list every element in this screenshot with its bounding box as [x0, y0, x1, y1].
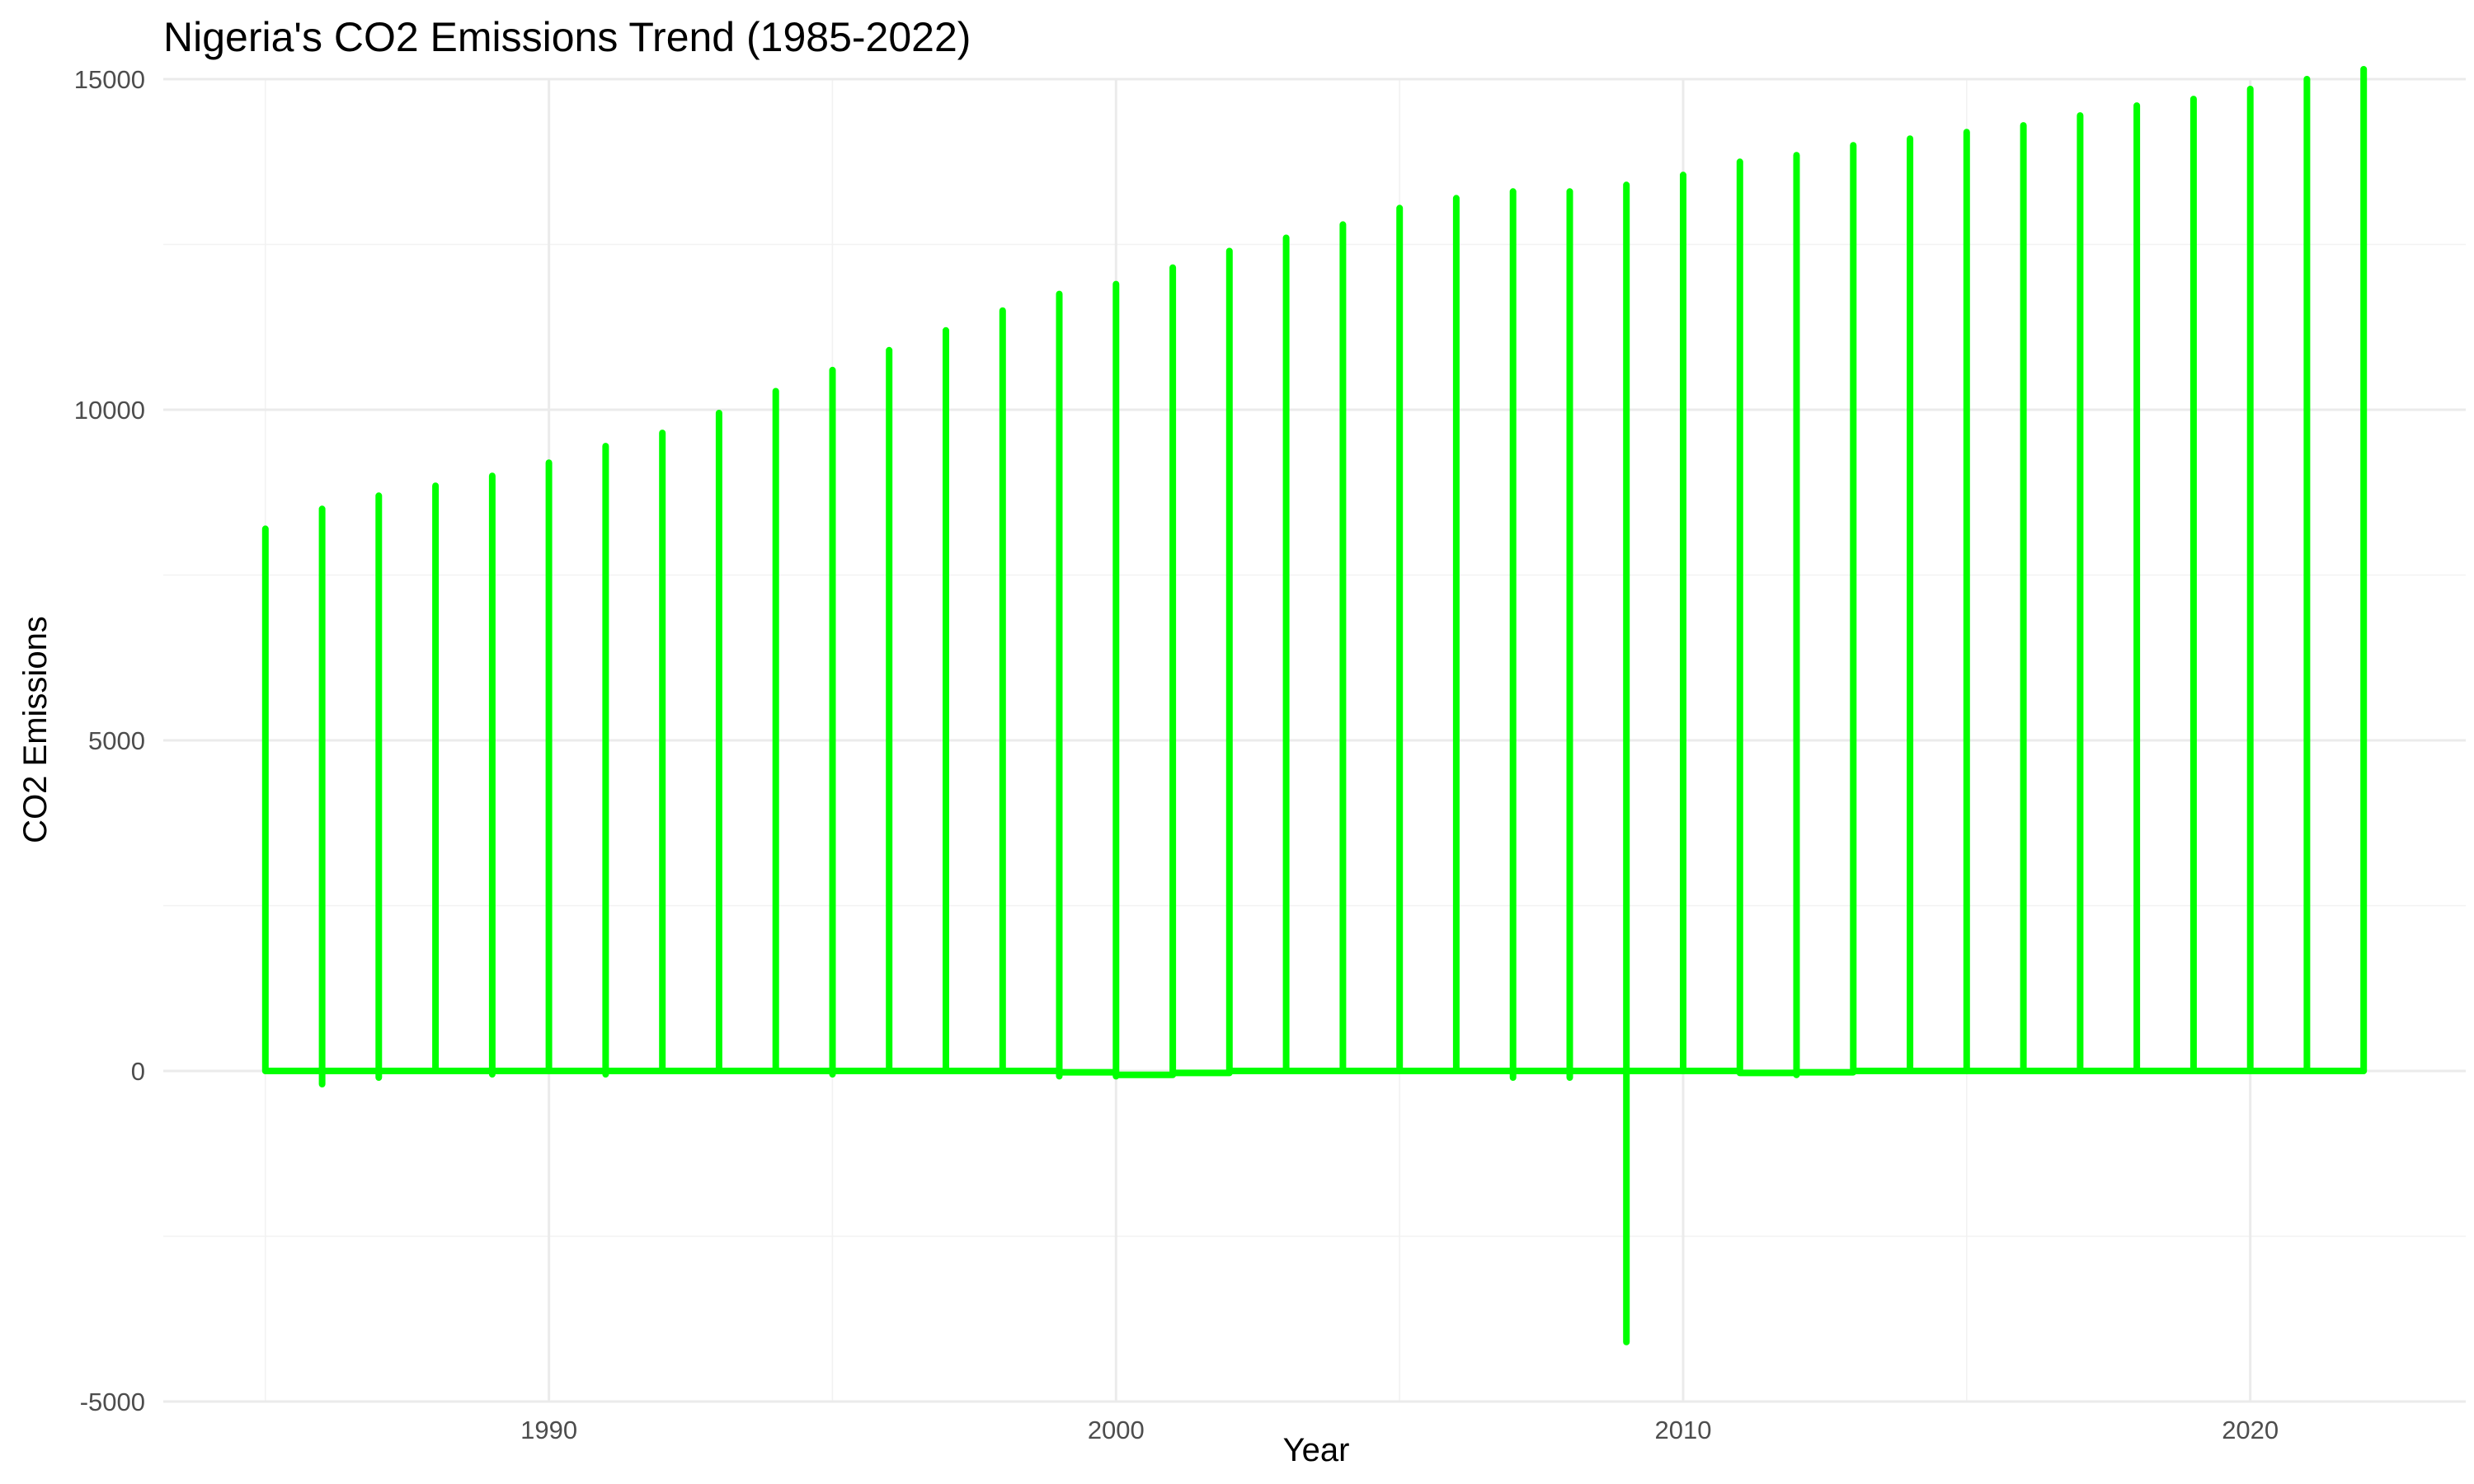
- y-axis-title: CO2 Emissions: [17, 616, 54, 843]
- y-axis-ticks: -5000 0 5000 10000 15000: [74, 65, 145, 1416]
- x-axis-ticks: 1990 2000 2010 2020: [520, 1416, 2279, 1444]
- y-tick-label: 5000: [88, 726, 145, 755]
- y-tick-label: 10000: [74, 396, 145, 425]
- x-tick-label: 2020: [2222, 1416, 2279, 1444]
- x-axis-title: Year: [1283, 1432, 1350, 1468]
- x-tick-label: 1990: [520, 1416, 577, 1444]
- y-tick-label: 0: [131, 1057, 145, 1086]
- emissions-series-line: [261, 66, 2368, 1345]
- major-gridlines: [163, 77, 2466, 1403]
- x-tick-label: 2000: [1088, 1416, 1145, 1444]
- y-tick-label: -5000: [80, 1388, 145, 1416]
- y-tick-label: 15000: [74, 65, 145, 94]
- series-layer: [261, 66, 2368, 1345]
- chart-title: Nigeria's CO2 Emissions Trend (1985-2022…: [163, 14, 971, 60]
- x-tick-label: 2010: [1655, 1416, 1712, 1444]
